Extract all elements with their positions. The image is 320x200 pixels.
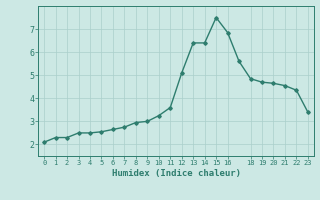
X-axis label: Humidex (Indice chaleur): Humidex (Indice chaleur)	[111, 169, 241, 178]
